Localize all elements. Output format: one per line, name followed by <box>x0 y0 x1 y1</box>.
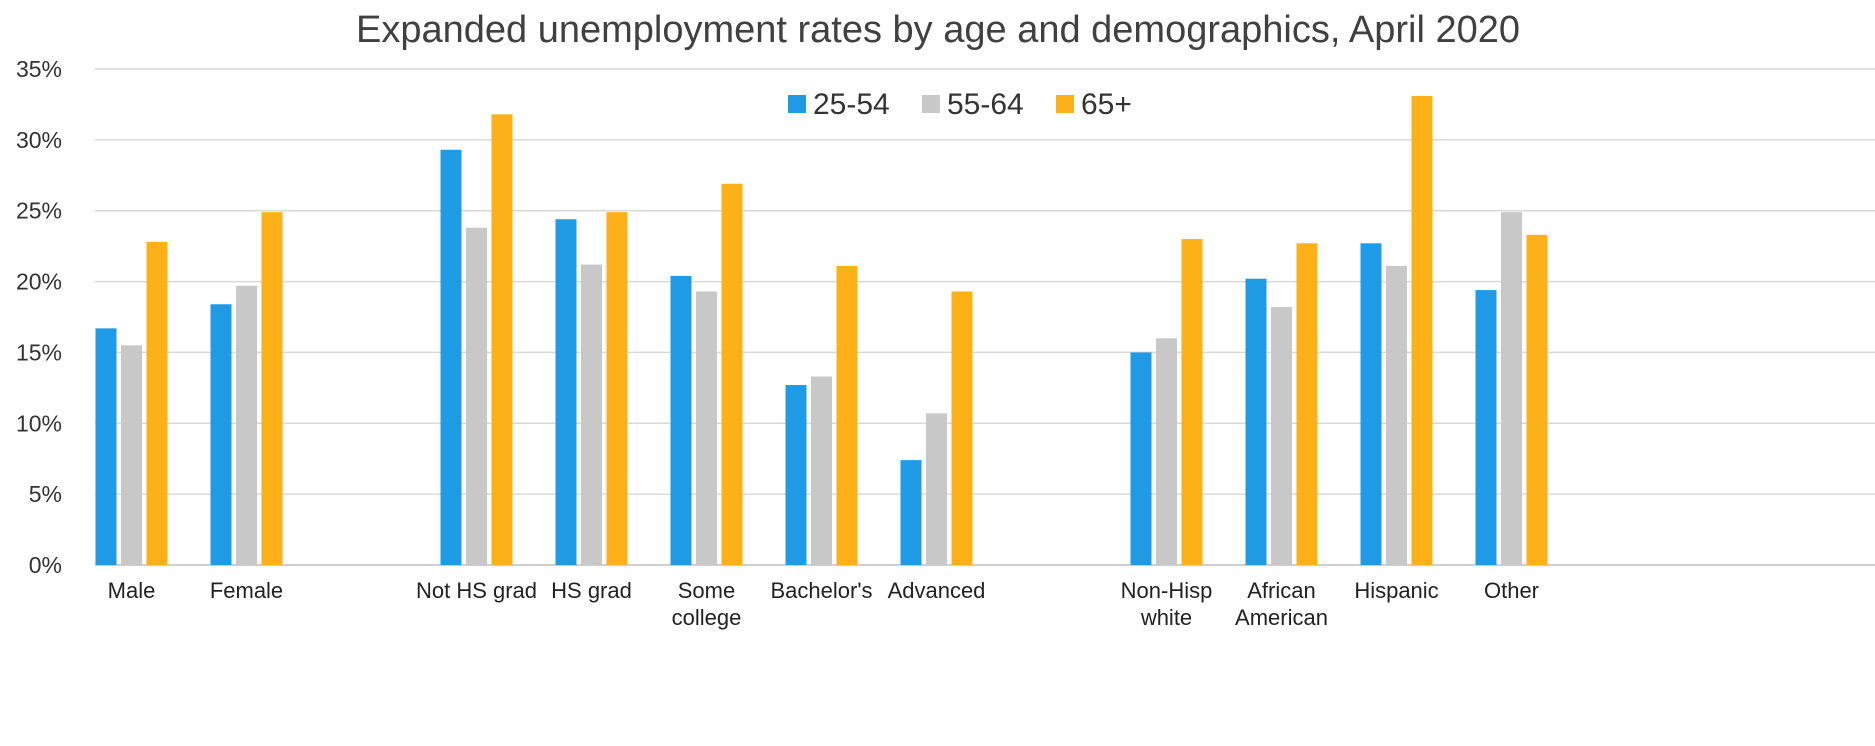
bar <box>951 291 973 565</box>
bar <box>606 212 628 566</box>
bars <box>95 95 1548 566</box>
y-tick-label: 25% <box>16 198 62 224</box>
bar <box>785 385 807 565</box>
bar <box>1386 265 1407 565</box>
bar <box>210 304 232 565</box>
bar <box>1526 234 1548 565</box>
bar <box>1181 239 1203 566</box>
x-tick-label: HS grad <box>551 578 632 603</box>
y-tick-label: 5% <box>29 481 62 507</box>
bar <box>466 227 487 565</box>
bar <box>1271 307 1292 565</box>
y-tick-label: 30% <box>16 127 62 153</box>
bar <box>1360 243 1382 565</box>
bar <box>146 241 168 566</box>
bar <box>440 149 462 565</box>
bar <box>1501 212 1522 566</box>
bar <box>1475 290 1497 565</box>
bar <box>261 212 283 566</box>
x-tick-label: Hispanic <box>1354 578 1438 603</box>
x-tick-label: Male <box>108 578 156 603</box>
chart-title: Expanded unemployment rates by age and d… <box>356 9 1520 51</box>
bar <box>95 328 117 565</box>
gridlines <box>95 68 1875 566</box>
y-tick-label: 15% <box>16 339 62 365</box>
legend: 25-54 55-64 65+ <box>788 88 1132 121</box>
bar <box>555 219 577 565</box>
y-tick-label: 0% <box>29 552 62 578</box>
y-tick-label: 10% <box>16 410 62 436</box>
legend-label: 65+ <box>1081 88 1132 121</box>
bar <box>670 275 692 565</box>
x-tick-label: Non-Hisp white <box>1121 578 1213 630</box>
legend-swatch <box>922 95 940 113</box>
x-axis-labels: Male Female Not HS grad HS grad Some college B… <box>108 578 1539 630</box>
bar <box>581 264 602 565</box>
x-tick-label: Female <box>210 578 283 603</box>
x-tick-label: Not HS grad <box>416 578 537 603</box>
bar <box>1411 95 1433 565</box>
legend-swatch <box>788 95 806 113</box>
bar <box>491 114 513 565</box>
y-axis-ticks: 0% 5% 10% 15% 20% 25% 30% 35% <box>16 56 62 578</box>
bar <box>1296 243 1318 565</box>
bar <box>926 413 947 565</box>
bar <box>811 376 832 565</box>
x-tick-label: Some college <box>672 578 742 630</box>
bar <box>121 345 142 565</box>
bar <box>236 285 257 565</box>
bar <box>1156 338 1177 565</box>
bar <box>900 460 922 565</box>
x-tick-label: Bachelor's <box>770 578 872 603</box>
bar <box>836 265 858 565</box>
bar <box>721 183 743 565</box>
y-tick-label: 20% <box>16 269 62 295</box>
bar <box>1245 278 1267 565</box>
x-tick-label: African American <box>1235 578 1328 630</box>
bar <box>1130 352 1152 565</box>
x-tick-label: Other <box>1484 578 1539 603</box>
x-tick-label: Advanced <box>888 578 986 603</box>
legend-label: 25-54 <box>813 88 890 121</box>
legend-label: 55-64 <box>947 88 1024 121</box>
y-tick-label: 35% <box>16 56 62 82</box>
bar <box>696 291 717 565</box>
legend-swatch <box>1056 95 1074 113</box>
